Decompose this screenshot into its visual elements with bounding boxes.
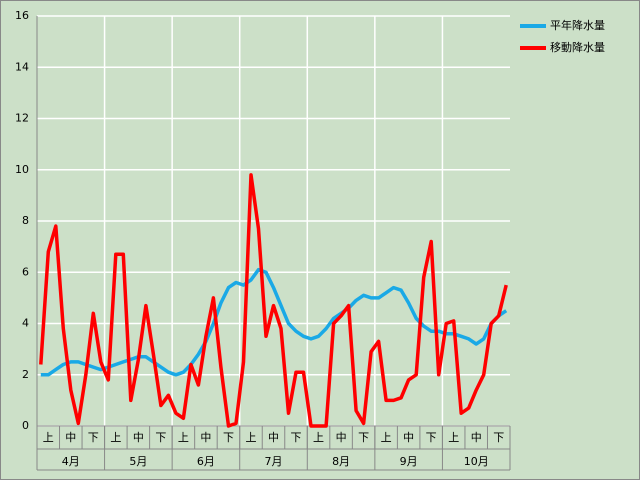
x-tick-label: 下 [223, 431, 234, 444]
x-tick-label: 上 [110, 431, 121, 444]
x-tick-label: 上 [43, 431, 54, 444]
x-tick-label: 上 [381, 431, 392, 444]
x-tick-label: 下 [358, 431, 369, 444]
x-tick-label: 中 [336, 431, 347, 444]
x-tick-label: 中 [403, 431, 414, 444]
series-line [40, 267, 508, 377]
month-label: 6月 [197, 455, 215, 468]
x-tick-label: 上 [245, 431, 256, 444]
month-label: 8月 [332, 455, 350, 468]
y-tick-label: 0 [22, 419, 29, 432]
x-tick-label: 上 [178, 431, 189, 444]
month-label: 9月 [400, 455, 418, 468]
y-tick-label: 14 [15, 60, 29, 73]
x-tick-label: 中 [133, 431, 144, 444]
x-tick-label: 上 [313, 431, 324, 444]
x-tick-label: 中 [471, 431, 482, 444]
x-tick-label: 中 [200, 431, 211, 444]
x-tick-label: 中 [268, 431, 279, 444]
x-tick-label: 下 [493, 431, 504, 444]
month-label: 10月 [464, 455, 489, 468]
x-tick-label: 下 [88, 431, 99, 444]
y-tick-label: 6 [22, 265, 29, 278]
x-tick-label: 中 [65, 431, 76, 444]
x-tick-label: 上 [448, 431, 459, 444]
series-line [39, 173, 508, 428]
x-tick-label: 下 [291, 431, 302, 444]
legend-label: 平年降水量 [550, 18, 605, 32]
month-label: 4月 [62, 455, 80, 468]
y-tick-label: 16 [15, 9, 29, 22]
x-tick-label: 下 [426, 431, 437, 444]
y-tick-label: 8 [22, 214, 29, 227]
y-tick-label: 12 [15, 112, 29, 125]
legend-label: 移動降水量 [550, 40, 605, 54]
y-tick-label: 4 [22, 317, 29, 330]
x-tick-label: 下 [155, 431, 166, 444]
y-tick-label: 2 [22, 368, 29, 381]
month-label: 5月 [129, 455, 147, 468]
month-label: 7月 [265, 455, 283, 468]
y-tick-label: 10 [15, 163, 29, 176]
